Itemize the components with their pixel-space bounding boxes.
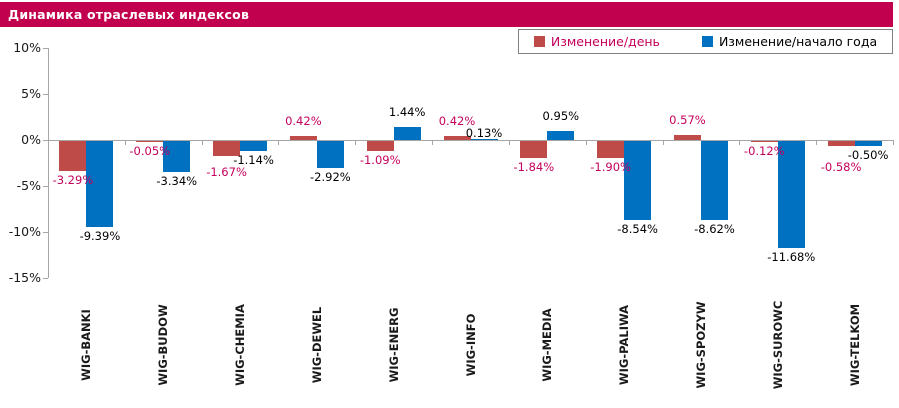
data-label-ytd-change: 1.44%	[388, 104, 426, 119]
bar-day-change	[827, 141, 855, 147]
bar-ytd-change	[854, 141, 882, 146]
x-axis-tick	[355, 140, 357, 145]
y-axis-tick-label: 10%	[13, 40, 41, 55]
data-label-ytd-change: 0.95%	[542, 109, 580, 124]
x-axis-tick	[585, 140, 587, 145]
data-label-ytd-change: -9.39%	[79, 229, 121, 244]
data-label-day-change: -1.90%	[590, 160, 631, 175]
data-label-day-change: -1.09%	[359, 153, 401, 168]
bar-day-change	[750, 141, 778, 143]
x-axis-tick	[278, 140, 280, 145]
category-label-wig-surowc: WIG-SUROWC	[770, 300, 785, 390]
legend-label-day-change: Изменение/день	[550, 34, 660, 49]
data-label-day-change: -3.29%	[52, 173, 94, 188]
bar-ytd-change	[163, 141, 191, 172]
data-label-day-change: 0.57%	[669, 112, 706, 127]
data-label-day-change: -1.67%	[206, 165, 247, 180]
y-axis-tick	[43, 232, 48, 233]
category-label-wig-media: WIG-MEDIA	[540, 308, 555, 382]
category-label-wig-budow: WIG-BUDOW	[156, 304, 171, 386]
y-axis-tick-label: -15%	[8, 270, 41, 285]
category-label-wig-paliwa: WIG-PALIWA	[617, 304, 632, 386]
data-label-day-change: -0.05%	[129, 144, 171, 158]
x-axis-line	[48, 140, 893, 141]
bar-day-change	[673, 134, 701, 140]
x-axis-tick	[893, 140, 894, 145]
category-label-wig-info: WIG-INFO	[463, 313, 478, 377]
bar-ytd-change	[777, 141, 805, 249]
x-axis-tick	[508, 140, 510, 145]
bar-day-change	[136, 141, 164, 142]
bar-day-change	[366, 141, 394, 152]
legend-label-ytd-change: Изменение/начало года	[718, 34, 878, 49]
y-axis-tick	[43, 186, 48, 187]
legend-item-day-change: Изменение/день	[533, 34, 660, 49]
bar-ytd-change	[393, 126, 421, 140]
y-axis-tick-label: -10%	[8, 224, 41, 239]
bar-day-change	[59, 141, 87, 172]
chart-title: Динамика отраслевых индексов	[8, 7, 250, 22]
data-label-ytd-change: 0.13%	[465, 126, 503, 141]
data-label-ytd-change: -0.50%	[847, 147, 889, 162]
y-axis-line	[48, 48, 49, 278]
data-label-day-change: 0.42%	[438, 114, 476, 129]
bar-day-change	[597, 141, 625, 159]
bar-day-change	[443, 136, 471, 140]
category-label-wig-dewel: WIG-DEWEL	[309, 306, 324, 384]
category-label-wig-energ: WIG-ENERG	[386, 307, 401, 383]
x-axis-tick	[432, 140, 434, 145]
legend-item-ytd-change: Изменение/начало года	[701, 34, 878, 49]
bar-ytd-change	[316, 141, 344, 168]
bar-ytd-change	[624, 141, 652, 220]
y-axis-tick-label: 5%	[21, 86, 41, 101]
bar-day-change	[520, 141, 548, 158]
data-label-ytd-change: -1.14%	[233, 153, 274, 168]
bar-ytd-change	[700, 141, 728, 221]
bar-ytd-change	[470, 138, 498, 140]
y-axis-tick-label: 0%	[21, 132, 41, 147]
y-axis-tick	[43, 278, 48, 279]
category-label-wig-chemia: WIG-CHEMIA	[233, 304, 248, 386]
legend-swatch-ytd-change	[701, 36, 713, 47]
bar-ytd-change	[547, 131, 575, 140]
data-label-day-change: 0.42%	[285, 114, 322, 129]
y-axis-tick-label: -5%	[16, 178, 41, 193]
legend: Изменение/день Изменение/начало года	[518, 29, 893, 54]
data-label-ytd-change: -11.68%	[767, 250, 816, 265]
x-axis-tick	[124, 140, 126, 145]
bar-day-change	[213, 141, 241, 157]
bar-ytd-change	[240, 141, 268, 152]
data-label-day-change: -0.58%	[820, 159, 862, 174]
legend-swatch-day-change	[533, 36, 545, 47]
data-label-ytd-change: -2.92%	[310, 169, 351, 184]
x-axis-tick	[662, 140, 664, 145]
data-label-ytd-change: -8.62%	[694, 222, 735, 237]
data-label-day-change: -0.12%	[743, 144, 785, 159]
bar-day-change	[289, 136, 317, 140]
y-axis-tick	[43, 94, 48, 95]
bar-ytd-change	[86, 141, 114, 228]
y-axis-tick	[43, 140, 48, 141]
x-axis-tick	[201, 140, 203, 145]
x-axis-tick	[816, 140, 818, 145]
title-bar: Динамика отраслевых индексов	[0, 2, 893, 27]
category-label-wig-banki: WIG-BANKI	[79, 309, 94, 381]
category-label-wig-telkom: WIG-TELKOM	[847, 303, 862, 387]
x-axis-tick	[48, 140, 49, 145]
data-label-day-change: -1.84%	[513, 159, 555, 174]
y-axis-tick	[43, 48, 48, 49]
data-label-ytd-change: -3.34%	[156, 173, 198, 188]
data-label-ytd-change: -8.54%	[617, 221, 658, 236]
x-axis-tick	[739, 140, 741, 145]
category-label-wig-spozyw: WIG-SPOZYW	[693, 301, 708, 389]
